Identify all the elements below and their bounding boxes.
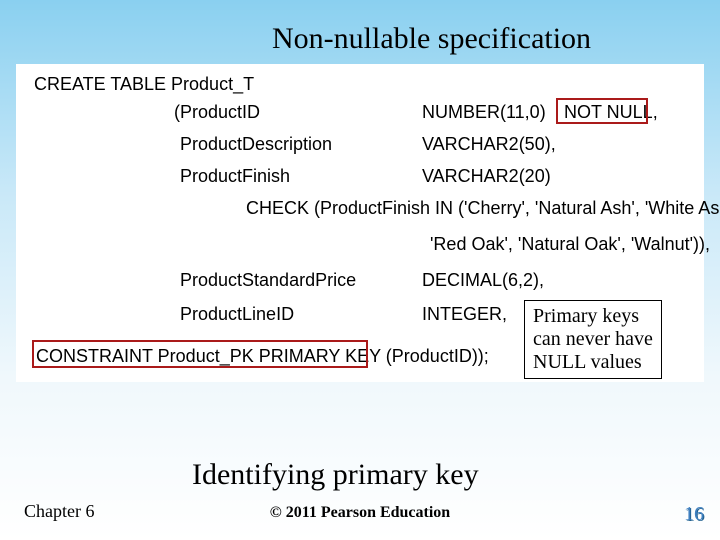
sql-type-varchar20: VARCHAR2(20) [422, 166, 551, 187]
red-highlight-constraint [32, 340, 368, 368]
page-number: 16 [684, 503, 704, 526]
callout-primary-keys: Primary keys can never have NULL values [524, 300, 662, 379]
callout-line1: Primary keys [533, 305, 653, 328]
red-highlight-notnull [556, 98, 648, 124]
sql-type-varchar50: VARCHAR2(50), [422, 134, 556, 155]
sql-check-line1: CHECK (ProductFinish IN ('Cherry', 'Natu… [246, 198, 720, 219]
sql-type-number: NUMBER(11,0) [422, 102, 546, 123]
footer-chapter: Chapter 6 [24, 501, 94, 522]
sql-type-decimal: DECIMAL(6,2), [422, 270, 544, 291]
callout-line2: can never have [533, 328, 653, 351]
sql-col-productid: (ProductID [174, 102, 260, 123]
footer-copyright: © 2011 Pearson Education [270, 504, 450, 522]
sql-col-productlineid: ProductLineID [180, 304, 294, 325]
sql-type-integer: INTEGER, [422, 304, 507, 325]
sql-create: CREATE TABLE Product_T [34, 74, 254, 95]
top-heading: Non-nullable specification [272, 22, 591, 56]
sql-col-productdescription: ProductDescription [180, 134, 332, 155]
callout-line3: NULL values [533, 351, 653, 374]
sql-col-productfinish: ProductFinish [180, 166, 290, 187]
sql-check-line2: 'Red Oak', 'Natural Oak', 'Walnut')), [430, 234, 710, 255]
bottom-heading: Identifying primary key [192, 458, 479, 492]
sql-col-standardprice: ProductStandardPrice [180, 270, 356, 291]
